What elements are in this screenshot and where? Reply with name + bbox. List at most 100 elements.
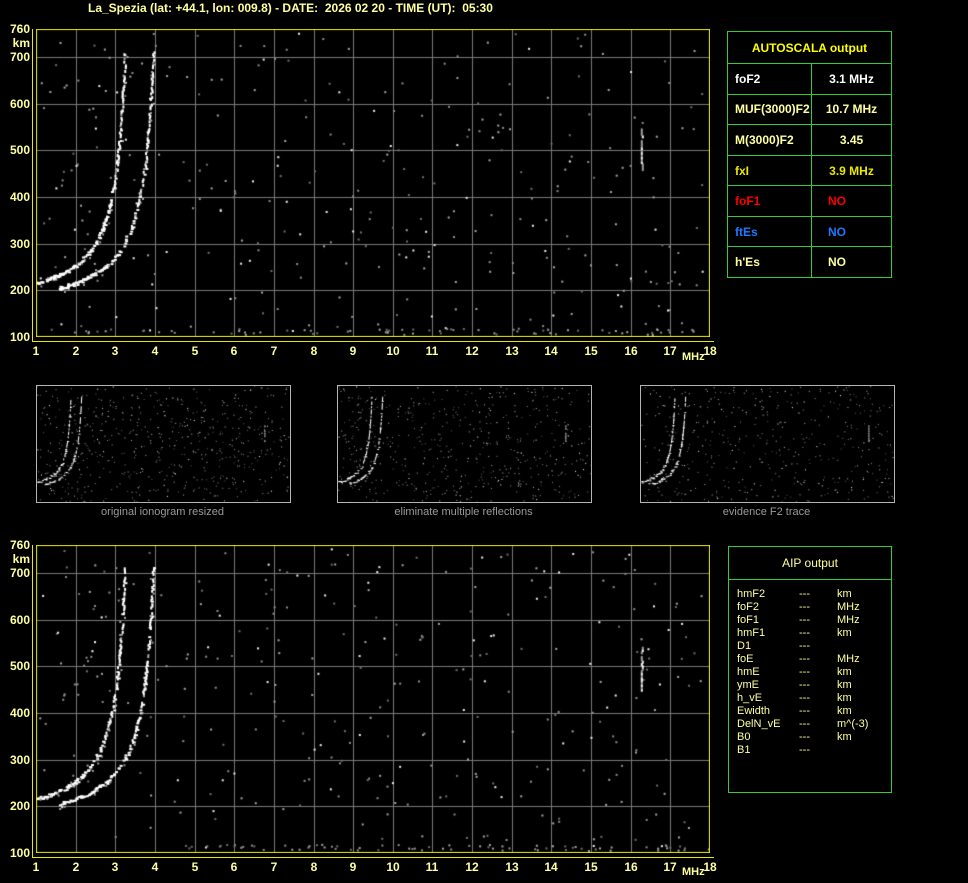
autoscala-output-table: AUTOSCALA output foF2 3.1 MHz MUF(3000)F2 1… [727, 31, 892, 278]
autoscala-row-label: fxI [728, 155, 812, 186]
aip-row-unit: m^(-3) [837, 718, 869, 730]
x-tick-label: 15 [584, 860, 598, 874]
x-tick-label: 18 [703, 344, 717, 358]
autoscala-row-h'Es: h'Es NO [728, 247, 891, 278]
aip-row-value: --- [799, 744, 810, 756]
ionogram-plot-bottom [36, 545, 710, 853]
x-tick-label: 11 [425, 344, 439, 358]
x-tick-label: 18 [703, 860, 717, 874]
y-tick-label: 100 [9, 330, 30, 344]
autoscala-row-value: 10.7 MHz [825, 102, 878, 117]
aip-row-value: --- [799, 666, 810, 678]
autoscala-row-foF2: foF2 3.1 MHz [728, 64, 891, 95]
aip-row-label: D1 [737, 640, 752, 652]
autoscala-row-label: ftEs [728, 216, 812, 247]
x-tick-label: 13 [505, 860, 519, 874]
aip-row-ymE: ymE --- km [737, 679, 891, 692]
thumbnail-caption-1: original ionogram resized [101, 506, 224, 518]
aip-row-label: hmF1 [737, 627, 766, 639]
x-tick-label: 17 [663, 344, 677, 358]
x-tick-label: 9 [349, 344, 357, 358]
autoscala-row-value: 3.45 [839, 132, 864, 147]
x-tick-label: 3 [111, 344, 119, 358]
x-tick-label: 7 [270, 344, 278, 358]
y-tick-label: 700 [9, 50, 30, 64]
x-axis-unit-bottom: MHz [682, 866, 705, 878]
aip-row-value: --- [799, 731, 810, 743]
y-axis-unit-top: km [12, 36, 30, 50]
aip-row-value: --- [799, 640, 810, 652]
x-tick-label: 12 [465, 344, 479, 358]
aip-row-label: foF2 [737, 601, 760, 613]
autoscala-row-value: NO [828, 255, 846, 270]
aip-row-unit: km [837, 627, 852, 639]
aip-row-unit: km [837, 692, 852, 704]
x-tick-label: 4 [151, 860, 159, 874]
x-tick-label: 14 [544, 344, 558, 358]
autoscala-row-MUF(3000)F2: MUF(3000)F2 10.7 MHz [728, 94, 891, 126]
autoscala-row-label: foF1 [728, 186, 812, 216]
autoscala-row-label: foF2 [728, 64, 812, 94]
autoscala-row-M(3000)F2: M(3000)F2 3.45 [728, 125, 891, 156]
aip-table-title: AIP output [729, 547, 891, 580]
aip-row-hmE: hmE --- km [737, 666, 891, 679]
aip-row-unit: km [837, 679, 852, 691]
x-tick-label: 8 [310, 344, 318, 358]
x-tick-label: 9 [349, 860, 357, 874]
x-axis-line-top [32, 341, 714, 342]
aip-row-unit: MHz [837, 614, 860, 626]
thumbnail-original-ionogram [36, 385, 291, 503]
aip-row-label: h_vE [737, 692, 763, 704]
autoscala-row-label: h'Es [728, 247, 812, 278]
aip-row-DelN_vE: DelN_vE --- m^(-3) [737, 718, 891, 731]
aip-row-Ewidth: Ewidth --- km [737, 705, 891, 718]
x-tick-label: 1 [32, 860, 40, 874]
y-tick-label: 200 [9, 799, 30, 813]
autoscala-row-label: M(3000)F2 [728, 125, 812, 155]
aip-row-label: hmE [737, 666, 760, 678]
aip-row-label: ymE [737, 679, 759, 691]
x-tick-label: 3 [111, 860, 119, 874]
aip-row-foF1: foF1 --- MHz [737, 614, 891, 627]
aip-row-value: --- [799, 601, 810, 613]
y-tick-label: 600 [9, 613, 30, 627]
y-tick-label: 300 [9, 753, 30, 767]
thumbnail-evidence-f2-trace [640, 385, 895, 503]
aip-row-hmF2: hmF2 --- km [737, 588, 891, 601]
aip-row-B0: B0 --- km [737, 731, 891, 744]
x-tick-label: 16 [624, 344, 638, 358]
autoscala-row-value: 3.1 MHz [829, 71, 874, 86]
aip-row-unit: km [837, 588, 852, 600]
aip-row-label: foF1 [737, 614, 760, 626]
x-tick-label: 17 [663, 860, 677, 874]
aip-row-value: --- [799, 627, 810, 639]
x-tick-label: 11 [425, 860, 439, 874]
x-tick-label: 10 [386, 344, 400, 358]
aip-row-label: B0 [737, 731, 751, 743]
x-tick-label: 12 [465, 860, 479, 874]
aip-row-value: --- [799, 705, 810, 717]
x-tick-label: 6 [230, 344, 238, 358]
aip-row-foE: foE --- MHz [737, 653, 891, 666]
aip-row-label: DelN_vE [737, 718, 781, 730]
x-tick-label: 1 [32, 344, 40, 358]
x-tick-label: 4 [151, 344, 159, 358]
x-tick-label: 8 [310, 860, 318, 874]
aip-row-value: --- [799, 679, 810, 691]
aip-row-value: --- [799, 653, 810, 665]
aip-row-label: hmF2 [737, 588, 766, 600]
aip-row-h_vE: h_vE --- km [737, 692, 891, 705]
autoscala-row-value: NO [828, 194, 846, 209]
y-tick-label: 200 [9, 283, 30, 297]
thumbnail-eliminate-reflections [337, 385, 592, 503]
y-tick-label: 400 [9, 706, 30, 720]
y-tick-label: 760 [9, 22, 30, 36]
aip-row-unit [837, 640, 891, 653]
aip-row-value: --- [799, 614, 810, 626]
x-tick-label: 2 [72, 860, 80, 874]
x-tick-label: 7 [270, 860, 278, 874]
x-tick-label: 13 [505, 344, 519, 358]
x-axis-line-bottom [32, 857, 714, 858]
aip-row-value: --- [799, 692, 810, 704]
aip-row-unit: MHz [837, 653, 860, 665]
